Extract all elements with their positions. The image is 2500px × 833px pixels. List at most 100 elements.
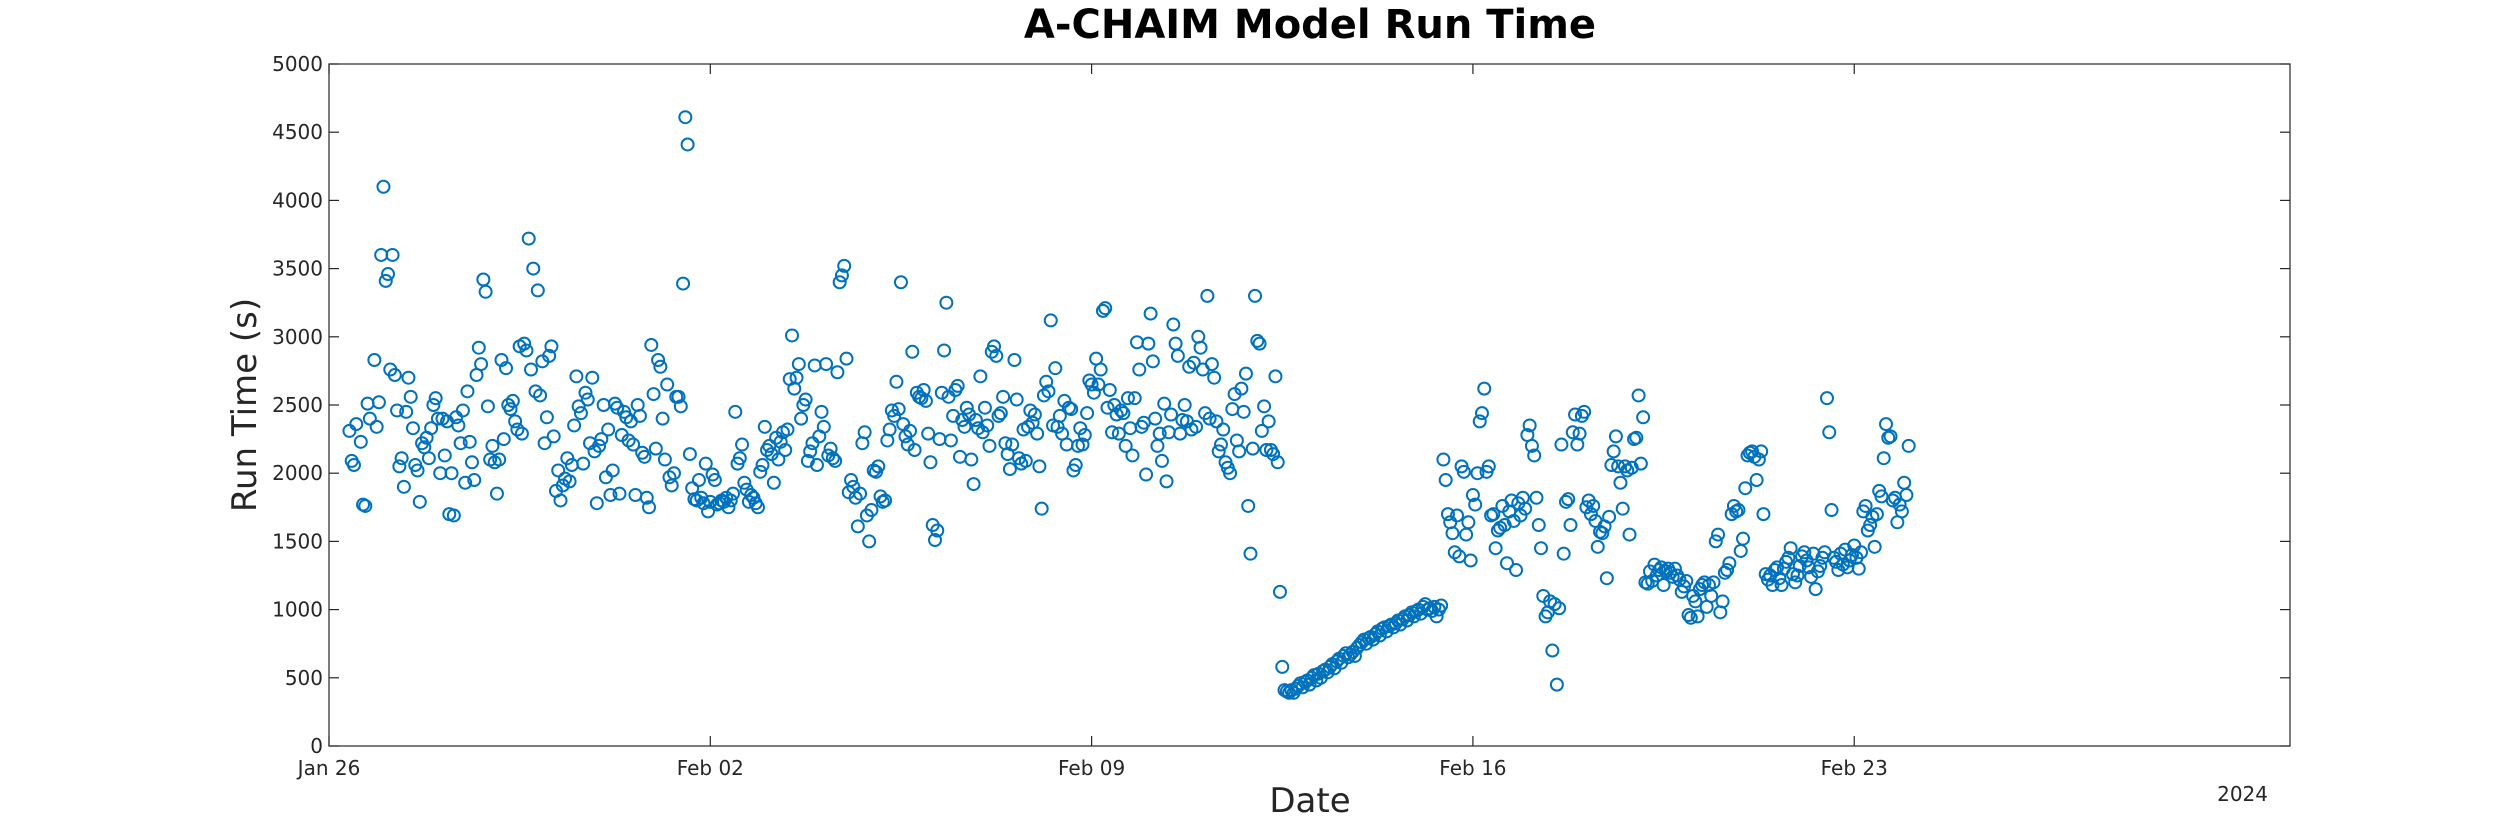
data-point <box>1159 474 1174 489</box>
data-point <box>726 486 740 501</box>
data-point <box>943 433 958 448</box>
data-point <box>514 426 529 441</box>
data-point <box>1565 425 1580 440</box>
data-point <box>903 423 918 438</box>
data-point <box>814 404 829 419</box>
data-point <box>639 490 654 505</box>
data-point <box>503 402 518 417</box>
data-point <box>1189 419 1204 434</box>
data-point <box>1749 473 1764 488</box>
data-point <box>939 295 954 310</box>
data-point <box>1440 507 1455 522</box>
data-point <box>862 534 877 549</box>
data-point <box>1711 527 1726 542</box>
data-point <box>446 508 461 523</box>
data-point <box>399 404 414 419</box>
data-point <box>1556 546 1571 561</box>
data-point <box>644 337 659 352</box>
data-point <box>533 388 548 403</box>
data-point <box>474 357 489 372</box>
data-point <box>1722 556 1737 571</box>
data-point <box>1120 391 1135 406</box>
data-point <box>430 411 445 426</box>
data-point <box>1259 443 1274 458</box>
data-point <box>921 426 936 441</box>
data-point <box>1109 407 1124 422</box>
data-point <box>1688 594 1703 609</box>
data-point <box>957 419 972 434</box>
data-point <box>1529 490 1544 505</box>
data-point <box>1563 518 1578 533</box>
data-point <box>646 387 661 402</box>
plot-area: 0 500 1000 1500 2000 2500 3000 3500 4000 4500 5000… <box>272 52 2291 780</box>
data-point <box>839 351 854 366</box>
data-point <box>539 410 554 425</box>
data-point <box>603 488 618 503</box>
data-point <box>1157 396 1172 411</box>
data-points <box>342 110 1916 700</box>
data-point <box>785 328 800 343</box>
data-point <box>421 451 436 466</box>
data-point <box>1808 582 1823 597</box>
data-point <box>973 369 988 384</box>
data-point <box>682 447 697 462</box>
data-point <box>626 437 641 452</box>
data-point <box>825 451 840 466</box>
data-point <box>1824 503 1839 518</box>
y-tick-label: 4500 <box>272 120 323 144</box>
data-point <box>385 247 400 262</box>
data-point <box>1481 459 1496 474</box>
data-point <box>1736 531 1751 546</box>
data-point <box>1456 464 1471 479</box>
data-point <box>1876 451 1891 466</box>
data-point <box>1248 288 1263 303</box>
data-point <box>637 449 652 464</box>
data-point <box>1030 426 1045 441</box>
data-point <box>1252 336 1267 351</box>
data-point <box>1892 497 1907 512</box>
data-point <box>378 273 393 288</box>
data-point <box>1901 438 1916 453</box>
data-point <box>480 399 495 414</box>
data-point <box>1166 317 1181 332</box>
x-axis: Jan 26 Feb 02 Feb 09 Feb 16 Feb 23 <box>296 64 1888 780</box>
data-point <box>567 418 582 433</box>
data-point <box>1522 418 1537 433</box>
data-point <box>1851 561 1866 576</box>
data-point <box>964 452 979 467</box>
data-point <box>1631 388 1646 403</box>
data-point <box>1095 303 1110 318</box>
x-tick-label: Jan 26 <box>296 756 361 780</box>
data-point <box>1064 402 1079 417</box>
data-point <box>1475 406 1489 421</box>
data-point <box>467 473 482 488</box>
data-point <box>1272 584 1287 599</box>
data-point <box>580 392 595 407</box>
data-point <box>585 370 600 385</box>
data-point <box>610 400 625 415</box>
data-point <box>1545 643 1560 658</box>
data-point <box>905 344 920 359</box>
data-point <box>653 359 668 374</box>
data-point <box>794 411 809 426</box>
data-point <box>996 389 1011 404</box>
data-point <box>701 504 716 519</box>
data-point <box>1534 541 1549 556</box>
x-tick-label: Feb 23 <box>1821 756 1888 780</box>
data-point <box>1268 369 1283 384</box>
data-point <box>1075 437 1090 452</box>
data-point <box>1899 488 1914 503</box>
data-point <box>1708 534 1723 549</box>
data-point <box>1790 568 1805 583</box>
data-point <box>737 475 752 490</box>
data-point <box>1450 508 1465 523</box>
data-point <box>1245 441 1260 456</box>
data-point <box>837 258 852 273</box>
data-point <box>505 393 520 408</box>
data-point <box>571 399 586 414</box>
data-point <box>1261 414 1276 429</box>
data-point <box>803 444 818 459</box>
data-point <box>959 400 974 415</box>
data-point <box>1438 473 1453 488</box>
data-point <box>655 411 670 426</box>
